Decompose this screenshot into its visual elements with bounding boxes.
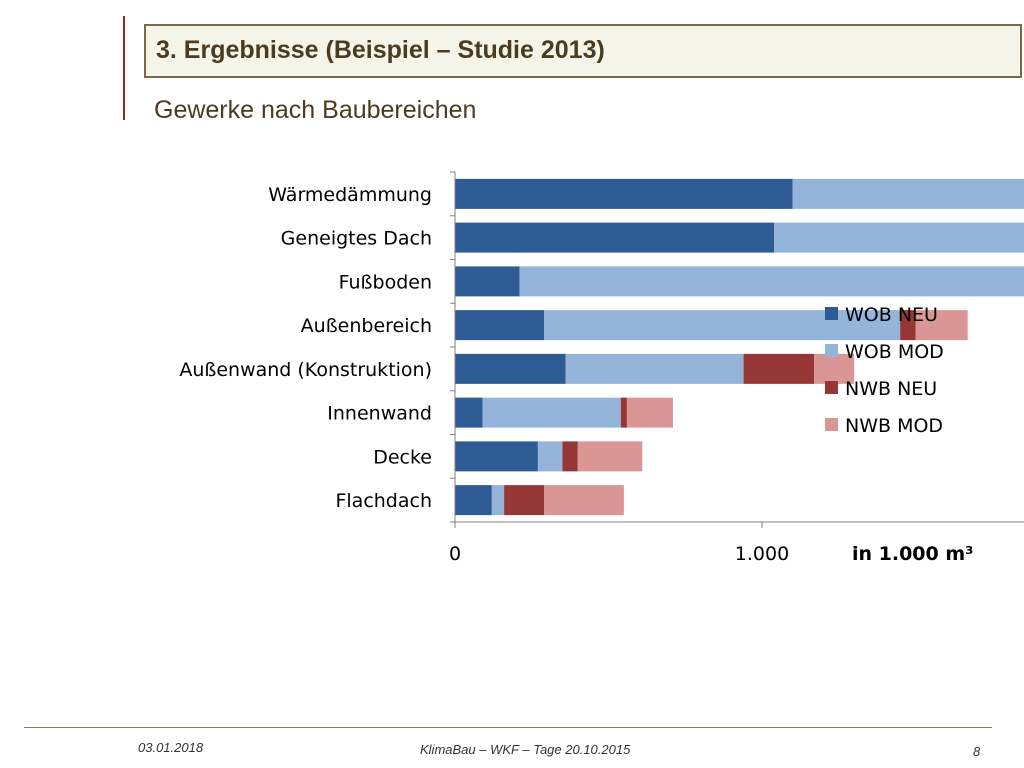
slide-title: 3. Ergebnisse (Beispiel – Studie 2013) [156, 36, 605, 64]
bar-innenwand-wob-mod [482, 397, 621, 428]
category-label-aussenbereich: Außenbereich [301, 315, 432, 337]
bar-aussenbereich-wob-mod [544, 310, 901, 341]
bar-decke-nwb-mod [577, 441, 643, 472]
category-label-flachdach: Flachdach [335, 490, 432, 512]
bar-innenwand-nwb-neu [620, 397, 627, 428]
bar-waermedaemmung-wob-neu [455, 178, 793, 209]
x-tick-label-0: 0 [449, 543, 461, 565]
bar-aussenwand-konstruktion-nwb-neu [743, 353, 815, 384]
x-tick-label-1: 1.000 [735, 543, 789, 565]
bar-flachdach-wob-neu [455, 485, 492, 516]
bar-geneigtes-dach-wob-neu [455, 222, 775, 253]
bar-aussenbereich-nwb-neu [900, 310, 916, 341]
legend-label-wob-neu: WOB NEU [845, 304, 938, 326]
bar-geneigtes-dach-wob-mod [774, 222, 1024, 253]
category-label-decke: Decke [373, 446, 432, 468]
unit-label: in 1.000 m³ [852, 543, 974, 565]
bar-decke-wob-neu [455, 441, 538, 472]
legend-label-wob-mod: WOB MOD [845, 341, 944, 363]
bar-decke-nwb-neu [562, 441, 578, 472]
bar-aussenbereich-nwb-mod [915, 310, 968, 341]
bar-fussboden-wob-neu [455, 266, 520, 297]
bar-flachdach-wob-mod [491, 485, 505, 516]
bar-decke-wob-mod [537, 441, 563, 472]
category-label-waermedaemmung: Wärmedämmung [268, 184, 432, 206]
bar-flachdach-nwb-mod [544, 485, 624, 516]
slide-subtitle: Gewerke nach Baubereichen [154, 96, 477, 124]
bar-aussenwand-konstruktion-wob-neu [455, 353, 566, 384]
bar-fussboden-wob-mod [519, 266, 1024, 297]
bar-innenwand-wob-neu [455, 397, 483, 428]
footer-date: 03.01.2018 [138, 740, 204, 755]
bar-aussenwand-konstruktion-nwb-mod [814, 353, 855, 384]
legend-swatch-wob-mod [825, 344, 838, 357]
category-label-innenwand: Innenwand [327, 403, 432, 425]
title-box: 3. Ergebnisse (Beispiel – Studie 2013) [144, 24, 1022, 78]
bars-group [455, 178, 1024, 516]
axes-group [450, 171, 1024, 528]
category-label-aussenwand-konstruktion: Außenwand (Konstruktion) [179, 359, 432, 381]
labels-group: Wärmedämmung Geneigtes Dach Fußboden Außenb… [179, 184, 974, 565]
legend-swatch-nwb-neu [825, 381, 838, 394]
bar-aussenwand-konstruktion-wob-mod [565, 353, 744, 384]
category-label-fussboden: Fußboden [339, 271, 432, 293]
bar-innenwand-nwb-mod [626, 397, 673, 428]
footer-page-number: 8 [973, 744, 981, 759]
footer-event: KlimaBau – WKF – Tage 20.10.2015 [420, 742, 631, 757]
legend-label-nwb-mod: NWB MOD [845, 415, 943, 437]
accent-line [123, 16, 125, 120]
footer-divider [24, 727, 992, 728]
category-label-geneigtes-dach: Geneigtes Dach [281, 228, 432, 250]
bar-flachdach-nwb-neu [504, 485, 545, 516]
legend-swatch-wob-neu [825, 307, 838, 320]
legend-label-nwb-neu: NWB NEU [845, 378, 937, 400]
legend: WOB NEU WOB MOD NWB NEU NWB MOD [825, 304, 944, 437]
legend-swatch-nwb-mod [825, 418, 838, 431]
bar-aussenbereich-wob-neu [455, 310, 545, 341]
bar-waermedaemmung-wob-mod [792, 178, 1024, 209]
